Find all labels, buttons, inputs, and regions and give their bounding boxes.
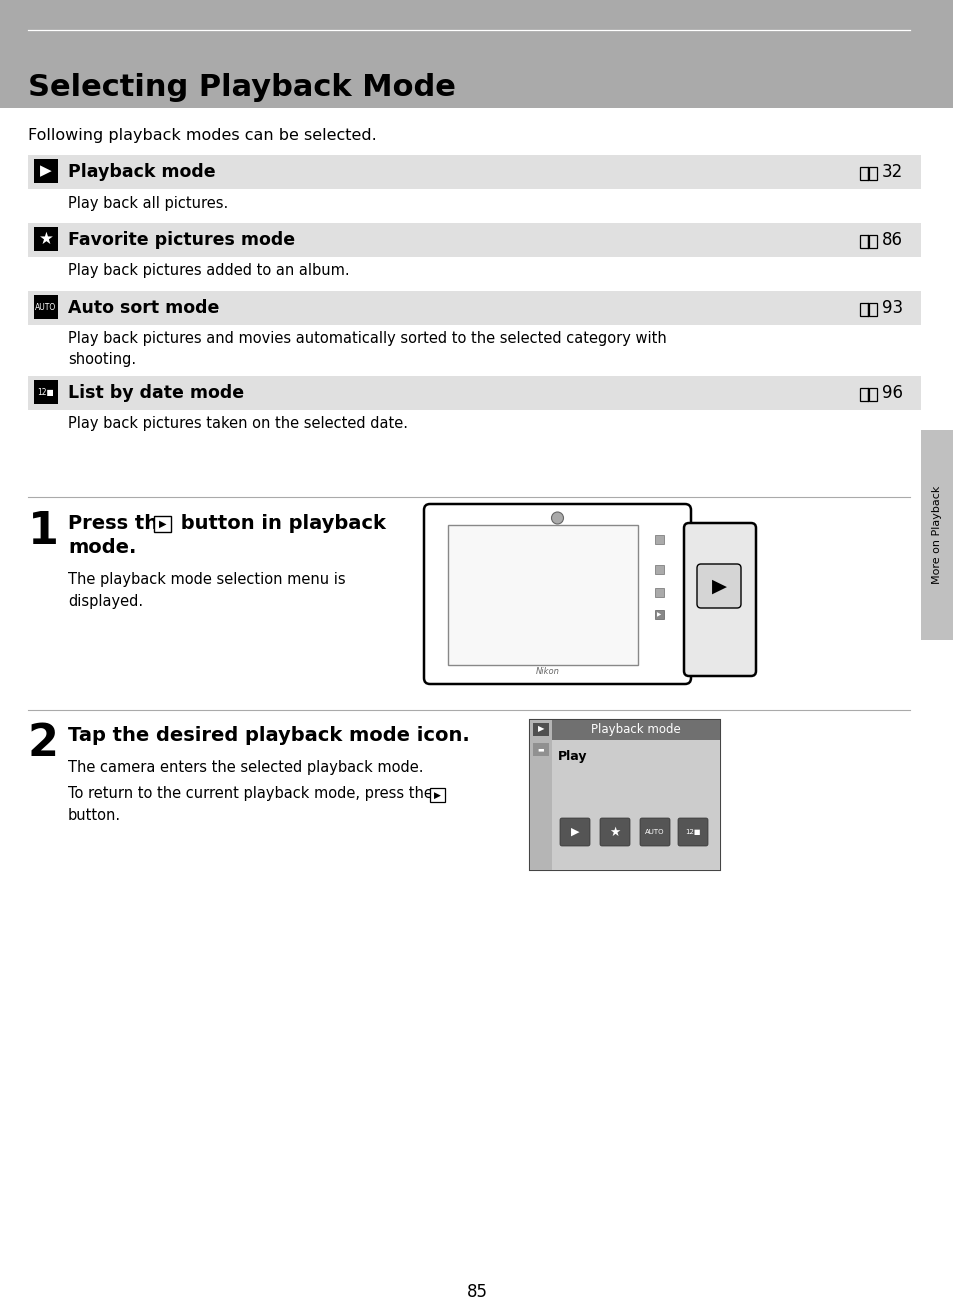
Text: ▶: ▶ [434,791,440,799]
Bar [28,376,920,410]
Bar [153,516,171,532]
Text: 93: 93 [882,300,902,317]
Text: List by date mode: List by date mode [68,384,244,402]
Bar [859,388,867,401]
Bar [868,304,876,315]
Text: 85: 85 [466,1282,487,1301]
Text: AUTO: AUTO [35,302,56,311]
Bar [533,723,548,736]
Bar [34,296,58,319]
Text: ▶: ▶ [570,827,578,837]
Bar [34,227,58,251]
Bar [34,159,58,183]
Text: Following playback modes can be selected.: Following playback modes can be selected… [28,127,376,143]
Text: The camera enters the selected playback mode.: The camera enters the selected playback … [68,759,423,775]
Text: To return to the current playback mode, press the: To return to the current playback mode, … [68,786,437,802]
Text: mode.: mode. [68,537,136,557]
Bar [530,720,720,870]
Bar [868,388,876,401]
Bar [859,235,867,248]
Text: Tap the desired playback mode icon.: Tap the desired playback mode icon. [68,727,469,745]
Text: Play back pictures and movies automatically sorted to the selected category with: Play back pictures and movies automatica… [68,331,666,367]
FancyBboxPatch shape [683,523,755,675]
Bar [655,565,663,574]
Bar [655,587,663,597]
Text: 86: 86 [882,231,902,248]
Text: 2: 2 [28,721,59,765]
Text: ▶: ▶ [657,612,661,618]
Text: 12■: 12■ [684,829,700,834]
Text: Nikon: Nikon [535,668,558,677]
FancyBboxPatch shape [559,819,589,846]
Text: More on Playback: More on Playback [931,486,942,585]
FancyBboxPatch shape [678,819,707,846]
Text: Selecting Playback Mode: Selecting Playback Mode [28,74,456,102]
Bar [859,304,867,315]
Bar [552,740,720,870]
Bar [655,535,663,544]
Text: ▶: ▶ [537,724,543,733]
Bar [859,167,867,180]
FancyBboxPatch shape [639,819,669,846]
FancyBboxPatch shape [599,819,629,846]
Text: 96: 96 [882,384,902,402]
Bar [0,0,953,108]
Text: ★: ★ [38,230,53,248]
Text: ▶: ▶ [158,519,166,530]
FancyBboxPatch shape [697,564,740,608]
Bar [868,235,876,248]
Text: Favorite pictures mode: Favorite pictures mode [68,231,294,248]
Text: Auto sort mode: Auto sort mode [68,300,219,317]
Circle shape [551,512,563,524]
Text: Play back pictures added to an album.: Play back pictures added to an album. [68,263,349,279]
Bar [920,430,953,640]
Bar [530,720,552,870]
Text: Playback mode: Playback mode [68,163,215,181]
Bar [28,290,920,325]
Bar [655,610,663,619]
Bar [28,223,920,258]
Bar [448,526,638,665]
Bar [552,720,720,740]
Text: 1: 1 [28,510,59,553]
Bar [430,788,444,802]
Text: Press the: Press the [68,514,178,533]
Bar [28,155,920,189]
Text: ★: ★ [609,825,620,838]
Text: 32: 32 [882,163,902,181]
Bar [868,167,876,180]
Text: Play back pictures taken on the selected date.: Play back pictures taken on the selected… [68,417,408,431]
Text: The playback mode selection menu is
displayed.: The playback mode selection menu is disp… [68,572,345,610]
Text: Playback mode: Playback mode [591,724,680,737]
FancyBboxPatch shape [423,505,690,685]
Text: Play: Play [558,750,587,763]
Text: 12■: 12■ [37,388,54,397]
Text: ▶: ▶ [40,163,51,179]
Bar [533,742,548,756]
Text: Play back all pictures.: Play back all pictures. [68,196,228,212]
Text: ▬: ▬ [537,746,544,752]
Text: ▶: ▶ [711,577,726,595]
Bar [34,380,58,403]
Text: button in playback: button in playback [173,514,385,533]
Text: AUTO: AUTO [644,829,664,834]
Text: button.: button. [68,808,121,823]
